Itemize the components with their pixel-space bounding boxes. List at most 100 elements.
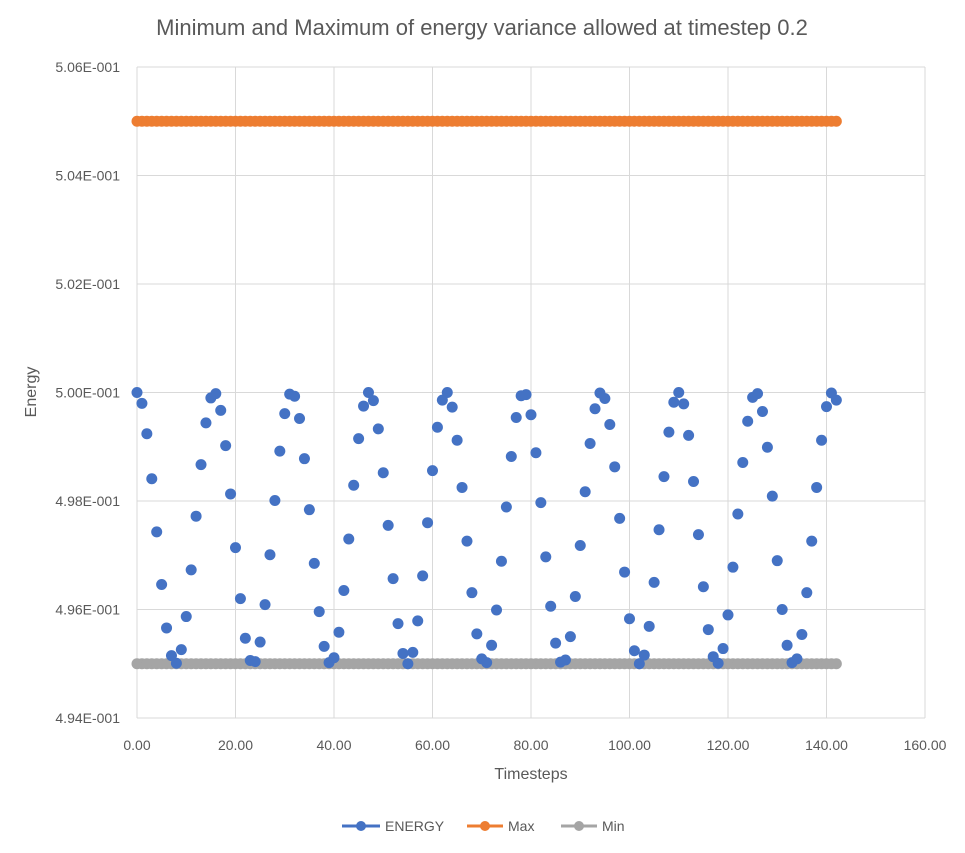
legend-label-max: Max <box>508 818 534 834</box>
energy-point <box>806 535 818 547</box>
y-axis-title: Energy <box>23 367 40 418</box>
x-tick-label: 100.00 <box>608 737 651 753</box>
energy-point <box>540 551 552 563</box>
energy-point <box>643 620 655 632</box>
energy-point <box>151 526 163 538</box>
energy-point <box>796 628 808 640</box>
energy-point <box>648 576 660 588</box>
energy-point <box>673 387 685 398</box>
energy-point <box>702 624 714 636</box>
energy-point <box>427 465 438 477</box>
y-tick-label: 4.94E-001 <box>55 710 120 726</box>
energy-point <box>170 657 182 669</box>
energy-point <box>766 490 778 502</box>
energy-point <box>190 510 202 522</box>
energy-point <box>811 481 823 493</box>
energy-point <box>313 606 325 618</box>
energy-point <box>338 585 350 597</box>
energy-point <box>200 417 212 429</box>
energy-point <box>131 387 143 398</box>
energy-point <box>574 539 586 551</box>
energy-point <box>294 413 306 425</box>
energy-point <box>461 535 473 547</box>
legend-label-min: Min <box>602 818 625 834</box>
energy-point <box>259 599 271 611</box>
x-tick-label: 20.00 <box>218 737 253 753</box>
energy-point <box>481 657 493 669</box>
energy-point <box>569 590 581 602</box>
energy-point <box>545 600 557 612</box>
energy-point <box>239 632 251 644</box>
legend-label-energy: ENERGY <box>385 818 445 834</box>
series-energy-points <box>131 387 842 670</box>
energy-point <box>180 611 192 623</box>
energy-point <box>525 409 537 421</box>
energy-point <box>264 549 276 561</box>
legend-marker-min <box>574 821 584 831</box>
x-axis-ticks: 0.00 20.00 40.00 60.00 80.00 100.00 120.00 140.… <box>123 737 946 753</box>
legend-marker-energy <box>356 821 366 831</box>
max-point <box>830 115 842 127</box>
energy-point <box>362 387 374 398</box>
energy-point <box>584 437 596 449</box>
energy-point <box>156 579 168 591</box>
x-tick-label: 160.00 <box>904 737 947 753</box>
series-max <box>131 115 842 127</box>
energy-point <box>141 428 153 440</box>
energy-point <box>614 512 626 524</box>
energy-point <box>692 529 704 541</box>
energy-point <box>589 403 601 415</box>
energy-point <box>816 434 828 446</box>
energy-point <box>195 459 207 471</box>
energy-point <box>372 423 384 435</box>
y-axis-ticks: 4.94E-001 4.96E-001 4.98E-001 5.00E-001 5.02… <box>55 59 120 726</box>
y-tick-label: 5.02E-001 <box>55 276 120 292</box>
energy-point <box>486 639 498 651</box>
energy-point <box>333 626 345 638</box>
energy-point <box>683 429 695 441</box>
energy-point <box>392 618 404 630</box>
energy-point <box>619 566 631 578</box>
energy-point <box>653 524 665 536</box>
energy-point <box>830 394 842 406</box>
x-tick-label: 120.00 <box>707 737 750 753</box>
x-tick-label: 60.00 <box>415 737 450 753</box>
x-tick-label: 140.00 <box>805 737 848 753</box>
energy-point <box>756 405 768 417</box>
energy-point <box>402 658 414 670</box>
energy-point <box>776 604 788 615</box>
energy-point <box>658 471 670 483</box>
energy-point <box>495 555 507 567</box>
energy-point <box>451 434 463 446</box>
energy-point <box>279 408 291 420</box>
energy-point <box>456 481 468 493</box>
x-tick-label: 40.00 <box>316 737 351 753</box>
y-tick-label: 5.06E-001 <box>55 59 120 75</box>
energy-point <box>422 517 434 529</box>
energy-point <box>609 461 621 473</box>
energy-point <box>663 426 675 438</box>
energy-point <box>599 392 611 404</box>
energy-point <box>727 561 739 573</box>
energy-point <box>717 643 729 655</box>
energy-point <box>234 593 246 605</box>
energy-point <box>752 388 764 400</box>
energy-point <box>348 479 360 491</box>
energy-point <box>505 451 517 463</box>
x-tick-label: 0.00 <box>123 737 150 753</box>
plot-series <box>131 115 842 670</box>
energy-point <box>471 628 483 640</box>
energy-point <box>678 398 690 410</box>
energy-point <box>491 604 503 616</box>
energy-point <box>441 387 453 398</box>
chart-title: Minimum and Maximum of energy variance a… <box>156 15 808 40</box>
energy-point <box>604 419 616 431</box>
energy-point <box>564 631 576 643</box>
energy-point <box>407 646 419 658</box>
energy-point <box>737 456 749 468</box>
y-tick-label: 4.98E-001 <box>55 493 120 509</box>
energy-point <box>510 411 522 423</box>
energy-point <box>559 654 571 666</box>
energy-point <box>210 388 222 400</box>
energy-point <box>136 397 148 409</box>
